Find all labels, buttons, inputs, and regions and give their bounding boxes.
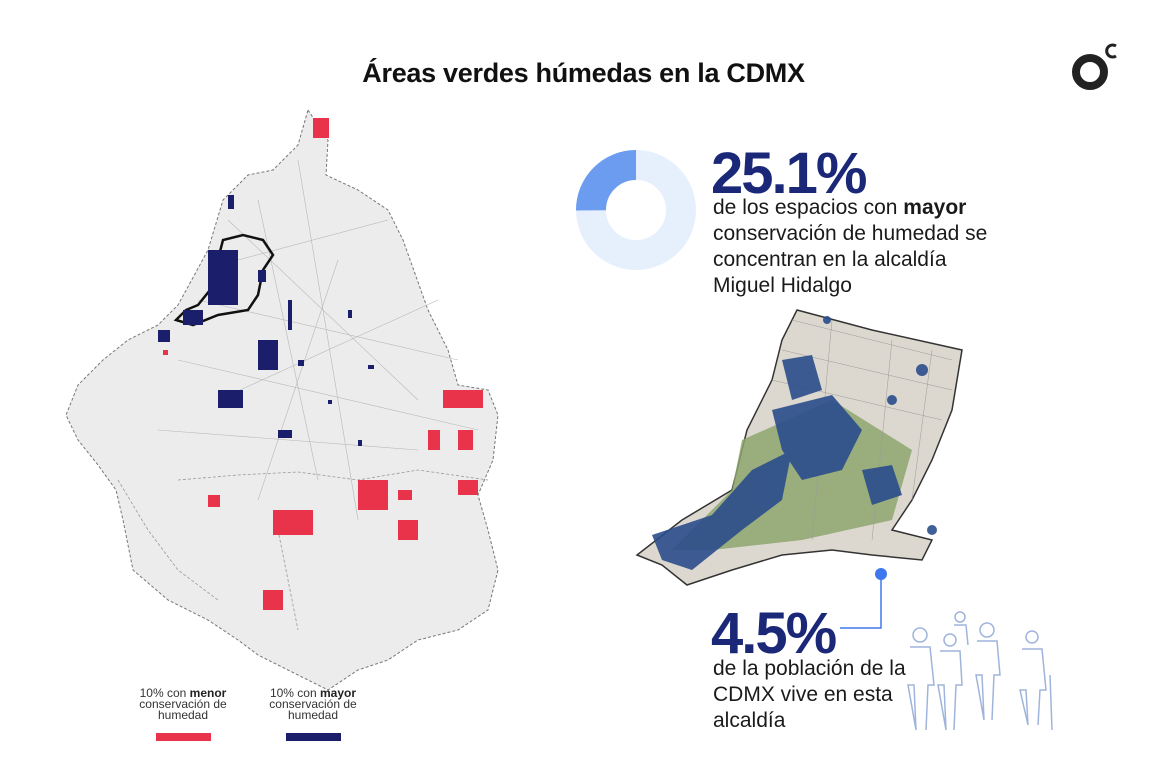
low-humidity-areas [163, 118, 483, 610]
stat-primary-text-pre: de los espacios con [713, 196, 904, 219]
legend-low-swatch [155, 733, 211, 741]
legend-high-bold: mayor [320, 686, 357, 700]
stat-secondary-value: 4.5% [711, 601, 837, 666]
high-humidity-areas [158, 195, 374, 446]
donut-arc [576, 150, 696, 270]
stat-secondary-description: de la población de la CDMX vive en esta … [713, 657, 906, 732]
legend-low-conservation: 10% con menor conservación de humedad [128, 686, 238, 741]
stat-primary-description: de los espacios con mayor conservación d… [713, 195, 1013, 299]
miguel-hidalgo-outline [173, 233, 275, 327]
people-illustration-icon [907, 611, 1053, 731]
legend-high-prefix: 10% con [269, 686, 320, 700]
miguel-hidalgo-map [635, 309, 963, 586]
stat-primary-text-bold: mayor [903, 196, 967, 219]
brand-logo-icon [1072, 43, 1117, 90]
connector-line [840, 568, 887, 629]
mh-high-humidity-hexes [652, 316, 937, 570]
legend-high-conservation: 10% con mayor conservación de humedad [258, 686, 368, 741]
legend-low-prefix: 10% con [139, 686, 190, 700]
page-title: Áreas verdes húmedas en la CDMX [362, 58, 805, 88]
map-boundary [65, 108, 499, 691]
road-network [157, 159, 479, 521]
legend-low-line3: humedad [157, 708, 209, 722]
legend-high-swatch [285, 733, 341, 741]
legend-low-line2: conservación de [139, 697, 227, 711]
stat-primary-value: 25.1% [711, 141, 867, 206]
legend-high-line2: conservación de [269, 697, 357, 711]
legend-high-line3: humedad [287, 708, 339, 722]
cdmx-map [65, 108, 499, 691]
legend-low-bold: menor [189, 686, 227, 700]
share-donut-chart [576, 150, 696, 270]
stat-primary-text-post: conservación de humedad se concentran en… [713, 222, 988, 297]
